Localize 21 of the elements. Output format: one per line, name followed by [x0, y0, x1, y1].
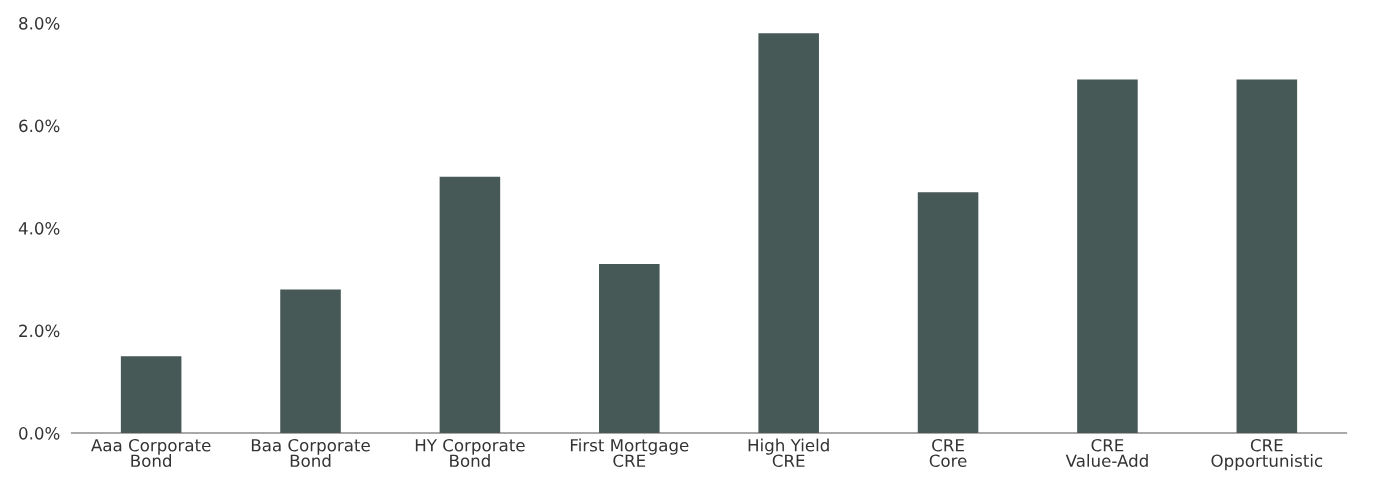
bar [1077, 79, 1138, 434]
y-tick-label: 6.0% [19, 119, 60, 133]
x-tick-label: First Mortgage CRE [570, 438, 689, 468]
x-tick-label: CRE Core [929, 438, 967, 468]
bar [758, 33, 819, 434]
bar [1236, 79, 1298, 434]
bar [599, 263, 660, 434]
x-tick-label: High Yield CRE [748, 438, 829, 468]
y-tick-label: 4.0% [18, 222, 60, 235]
bar [439, 176, 501, 434]
x-tick-label: Baa Corporate Bond [251, 438, 370, 468]
y-tick-label: 2.0% [19, 324, 60, 338]
bar [280, 289, 341, 434]
bar [917, 192, 979, 434]
x-tick-label: CRE Opportunistic [1211, 438, 1323, 471]
x-tick-label: Aaa Corporate Bond [91, 438, 211, 468]
y-tick-label: 0.0% [19, 427, 60, 440]
bar [120, 356, 182, 434]
y-tick-label: 8.0% [19, 17, 60, 30]
x-tick-label: CRE Value-Add [1065, 438, 1148, 468]
x-tick-label: HY Corporate Bond [415, 438, 525, 468]
